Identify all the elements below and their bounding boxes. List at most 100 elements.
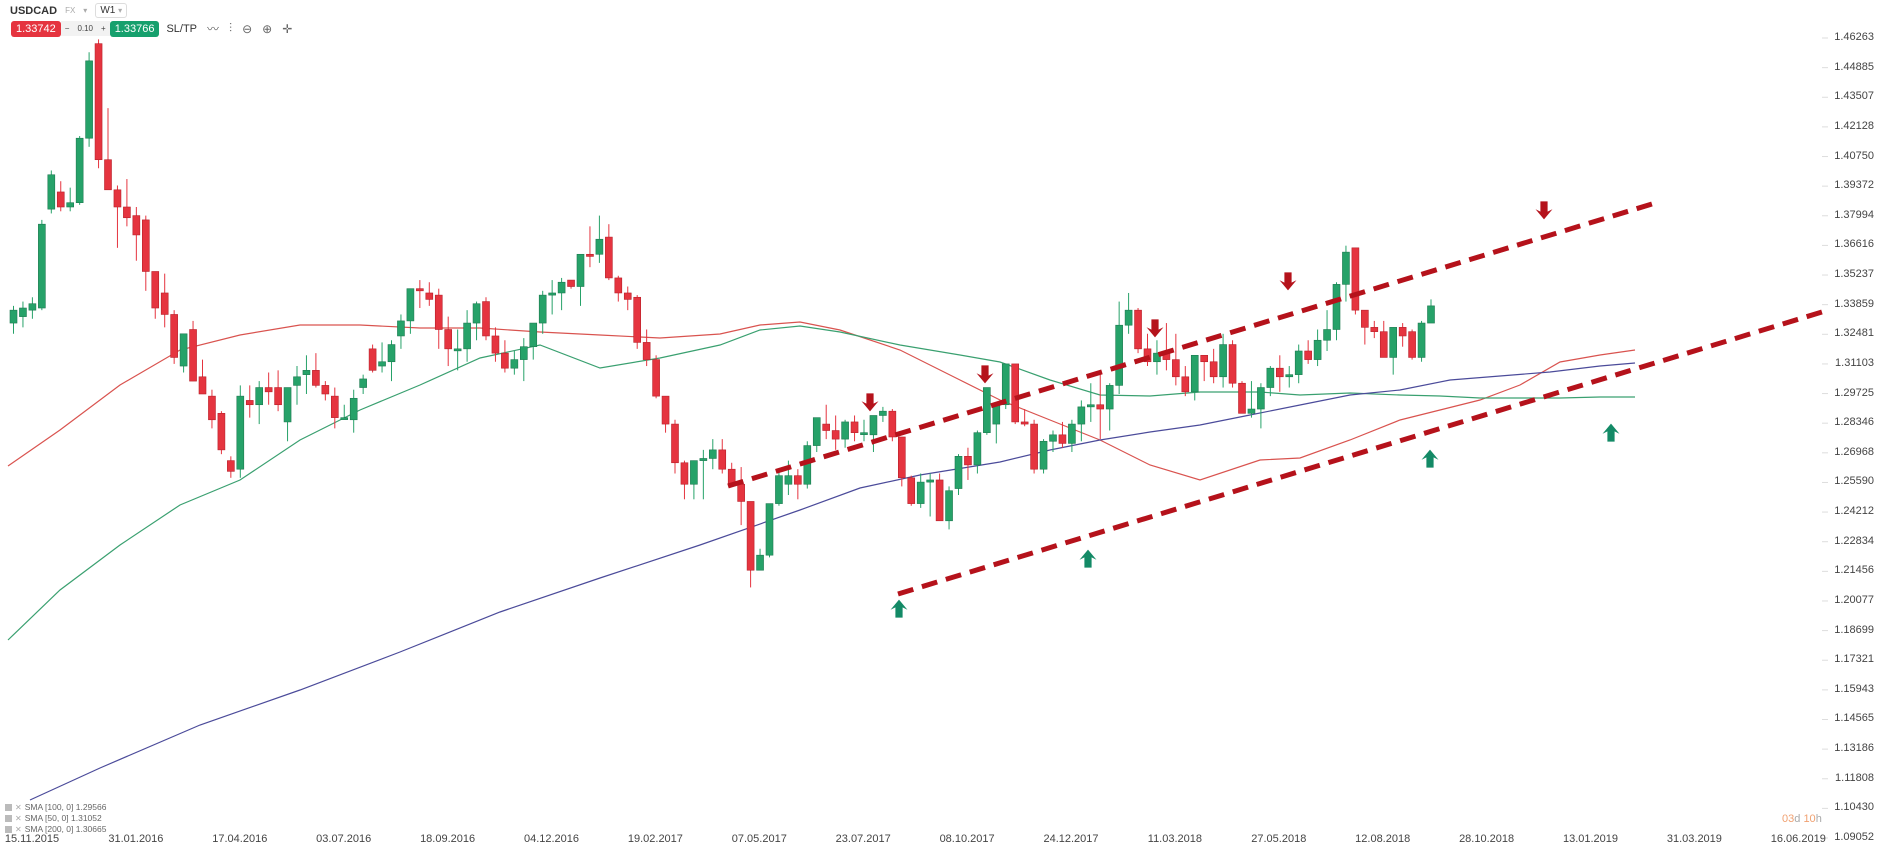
remove-icon[interactable]: ✕ xyxy=(15,813,22,823)
candle-body xyxy=(47,174,56,210)
candle-body xyxy=(1020,421,1029,425)
crosshair-icon[interactable]: ✛ xyxy=(282,21,293,36)
candle-body xyxy=(510,359,519,369)
zoom-in-icon[interactable]: ⊕ xyxy=(262,21,273,36)
date-tick: 31.03.2019 xyxy=(1666,833,1722,845)
settings-icon[interactable] xyxy=(5,825,12,833)
settings-icon[interactable] xyxy=(5,803,12,811)
sell-button[interactable]: 1.33742 xyxy=(11,20,61,37)
candle-body xyxy=(1049,434,1057,442)
price-tick: 1.22834 xyxy=(1834,534,1874,547)
date-tick: 04.12.2016 xyxy=(523,833,580,845)
date-tick: 03.07.2016 xyxy=(316,833,372,845)
candle-body xyxy=(368,348,377,371)
candle-body xyxy=(491,335,500,354)
lower-trendline xyxy=(897,309,1823,597)
volume-stepper[interactable]: − 0.10 + xyxy=(60,21,110,36)
candle-body xyxy=(945,490,953,522)
date-tick: 15.11.2015 xyxy=(4,833,60,845)
candle-body xyxy=(1068,423,1076,444)
candle-body xyxy=(378,361,386,367)
candle-body xyxy=(1361,309,1369,328)
candle-body xyxy=(812,417,821,446)
market-dropdown-icon[interactable]: ▾ xyxy=(83,6,88,15)
candle-body xyxy=(349,397,358,421)
symbol-name[interactable]: USDCAD xyxy=(10,4,58,17)
candle-body xyxy=(189,329,197,382)
candle-body xyxy=(1209,361,1218,378)
candle-body xyxy=(1143,348,1152,363)
candle-body xyxy=(765,503,774,556)
settings-icon[interactable] xyxy=(5,814,12,822)
legend-item[interactable]: ✕ SMA [100, 0] 1.29566 xyxy=(5,802,106,812)
legend-item[interactable]: ✕ SMA [200, 0] 1.30665 xyxy=(5,824,106,834)
up-arrow-icon xyxy=(1600,422,1622,443)
buy-button[interactable]: 1.33766 xyxy=(109,20,160,37)
candle-body xyxy=(897,436,906,479)
volume-decrease-button[interactable]: − xyxy=(64,24,70,33)
price-tick: 1.43507 xyxy=(1834,90,1874,103)
up-arrow-icon xyxy=(1077,548,1099,569)
date-tick: 19.02.2017 xyxy=(627,833,683,845)
timeframe-select[interactable]: W1 ▾ xyxy=(95,3,128,18)
down-arrow-icon xyxy=(1533,200,1555,221)
candle-body xyxy=(453,348,462,352)
candle-body xyxy=(359,378,367,388)
candle-body xyxy=(1039,440,1048,470)
indicators-icon[interactable]: ⫶ xyxy=(229,21,233,35)
candle-body xyxy=(321,385,330,395)
candle-body xyxy=(416,288,424,292)
date-tick: 08.10.2017 xyxy=(939,833,995,845)
candle-body xyxy=(217,413,226,451)
candle-body xyxy=(28,303,37,311)
candle-body xyxy=(737,483,745,502)
candle-body xyxy=(708,449,717,459)
price-tick: 1.26968 xyxy=(1834,445,1874,458)
candle-body xyxy=(406,288,415,322)
candle-body xyxy=(1124,309,1133,326)
candle-body xyxy=(557,281,566,294)
price-tick: 1.24212 xyxy=(1834,505,1874,518)
sltp-button[interactable]: SL/TP xyxy=(166,22,198,35)
candle-body xyxy=(1077,406,1086,425)
market-label: FX xyxy=(65,6,76,15)
candle-body xyxy=(935,479,944,522)
date-tick: 23.07.2017 xyxy=(835,833,891,845)
date-tick: 31.01.2016 xyxy=(108,833,164,845)
candle-body xyxy=(879,410,887,416)
price-tick: 1.35237 xyxy=(1834,268,1874,281)
legend-item[interactable]: ✕ SMA [50, 0] 1.31052 xyxy=(5,813,102,823)
candle-body xyxy=(1190,354,1199,393)
candle-body xyxy=(1181,376,1190,393)
candle-body xyxy=(1115,324,1123,386)
volume-input[interactable]: 0.10 xyxy=(77,24,94,33)
candle-body xyxy=(1030,423,1038,470)
price-tick: 1.32481 xyxy=(1834,327,1874,340)
candle-body xyxy=(444,329,453,350)
price-tick: 1.36616 xyxy=(1834,238,1874,251)
candle-body xyxy=(850,421,859,433)
price-tick: 1.20077 xyxy=(1834,593,1874,606)
candle-body xyxy=(1332,284,1341,330)
zoom-out-icon[interactable]: ⊖ xyxy=(242,21,253,36)
candle-body xyxy=(472,303,481,324)
chart-type-icon[interactable]: 〰 xyxy=(207,22,220,36)
candle-body xyxy=(794,475,802,485)
price-tick: 1.10430 xyxy=(1834,801,1874,814)
date-tick: 07.05.2017 xyxy=(731,833,787,845)
candle-body xyxy=(680,462,689,485)
down-arrow-icon xyxy=(1277,271,1299,292)
sma-50-line xyxy=(7,325,1635,641)
candle-body xyxy=(113,189,122,208)
candle-body xyxy=(1276,367,1284,378)
candle-body xyxy=(983,387,991,433)
volume-increase-button[interactable]: + xyxy=(101,24,106,33)
upper-trendline xyxy=(727,201,1653,489)
candle-body xyxy=(387,344,396,363)
candle-body xyxy=(293,376,301,386)
price-tick: 1.17321 xyxy=(1834,653,1874,666)
candle-body xyxy=(822,423,831,431)
remove-icon[interactable]: ✕ xyxy=(15,824,22,834)
remove-icon[interactable]: ✕ xyxy=(15,802,22,812)
